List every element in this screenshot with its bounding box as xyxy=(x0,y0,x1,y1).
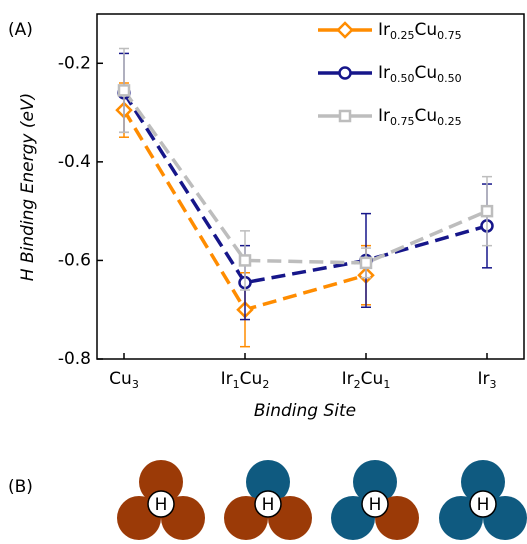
legend-label: Ir0.75Cu0.25 xyxy=(378,106,462,128)
panel-label: (A) xyxy=(8,20,33,40)
h-atom xyxy=(361,490,389,518)
series-line xyxy=(122,91,488,285)
marker xyxy=(480,204,494,218)
y-tick-label: -0.8 xyxy=(58,349,91,369)
marker xyxy=(117,84,131,97)
x-tick-label: Ir2Cu1 xyxy=(342,369,391,391)
y-axis-label: H Binding Energy (eV) xyxy=(18,93,38,281)
h-label: H xyxy=(155,495,168,515)
h-atom xyxy=(147,490,175,518)
h-label: H xyxy=(262,495,275,515)
y-tick-label: -0.2 xyxy=(58,53,91,73)
trimer: H xyxy=(117,460,205,540)
marker xyxy=(338,66,352,80)
h-label: H xyxy=(477,495,490,515)
marker xyxy=(359,256,373,270)
atom xyxy=(461,460,505,504)
y-tick-label: -0.4 xyxy=(58,152,91,172)
x-axis-label: Binding Site xyxy=(254,401,356,421)
panel-label: (B) xyxy=(8,477,33,497)
x-tick-label: Ir3 xyxy=(477,369,496,391)
x-tick-label: Cu3 xyxy=(109,369,139,391)
atom xyxy=(139,460,183,504)
marker xyxy=(238,254,252,267)
h-label: H xyxy=(369,495,382,515)
h-atom xyxy=(469,490,497,518)
legend-label: Ir0.25Cu0.75 xyxy=(378,20,462,42)
legend-label: Ir0.50Cu0.50 xyxy=(378,63,462,85)
marker xyxy=(336,21,354,39)
atom xyxy=(246,460,290,504)
y-tick-label: -0.6 xyxy=(58,250,91,270)
trimer: H xyxy=(331,460,419,540)
plot-frame xyxy=(96,13,525,360)
h-atom xyxy=(254,490,282,518)
trimer: H xyxy=(439,460,527,540)
x-tick-label: Ir1Cu2 xyxy=(221,369,270,391)
trimer: H xyxy=(224,460,312,540)
marker xyxy=(338,109,352,123)
atom xyxy=(353,460,397,504)
